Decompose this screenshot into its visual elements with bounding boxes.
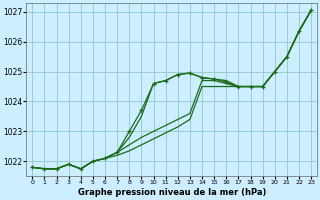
X-axis label: Graphe pression niveau de la mer (hPa): Graphe pression niveau de la mer (hPa) — [77, 188, 266, 197]
